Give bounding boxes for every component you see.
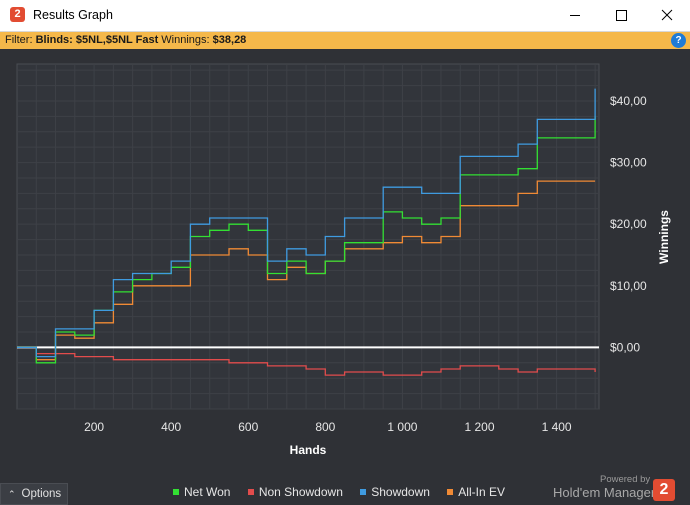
- options-button[interactable]: ⌃ Options: [0, 483, 68, 505]
- x-tick-label: 1 000: [387, 420, 417, 434]
- legend-label: Non Showdown: [258, 485, 343, 499]
- legend-item-all-in-ev[interactable]: All-In EV: [447, 485, 505, 499]
- legend-label: Net Won: [184, 485, 231, 499]
- x-tick-label: 600: [238, 420, 258, 434]
- y-axis-label: Winnings: [657, 210, 671, 264]
- powered-by-text: Powered by: [600, 474, 651, 485]
- x-tick-label: 1 400: [542, 420, 572, 434]
- filter-winnings-value: $38,28: [212, 34, 247, 46]
- legend-swatch: [360, 488, 367, 495]
- series-line-all-in-ev: [17, 180, 596, 361]
- series-line-showdown: [17, 88, 596, 358]
- minimize-icon: [570, 15, 580, 16]
- y-tick-label: $40,00: [610, 94, 647, 108]
- filter-bar: Filter: Blinds: $5NL,$5NL Fast Winnings:…: [0, 32, 690, 49]
- maximize-button[interactable]: [598, 0, 644, 31]
- x-axis-label: Hands: [290, 443, 327, 457]
- help-icon[interactable]: ?: [671, 33, 686, 48]
- app-logo-icon: 2: [10, 7, 25, 22]
- options-label: Options: [21, 488, 62, 500]
- filter-prefix: Filter:: [5, 34, 33, 46]
- chart-legend: Net Won Non Showdown Showdown All-In EV: [173, 485, 519, 501]
- filter-blinds-value: $5NL,$5NL Fast: [75, 34, 159, 46]
- filter-winnings-label: Winnings:: [161, 34, 210, 46]
- series-line-non-showdown: [17, 346, 596, 376]
- y-tick-label: $30,00: [610, 156, 647, 170]
- title-bar: 2 Results Graph: [0, 0, 690, 32]
- legend-swatch: [447, 488, 454, 495]
- plot-area: [16, 63, 600, 410]
- x-tick-label: 400: [161, 420, 181, 434]
- brand-logo-icon: 2: [653, 479, 675, 501]
- x-tick-label: 200: [84, 420, 104, 434]
- y-tick-label: $20,00: [610, 217, 647, 231]
- legend-item-showdown[interactable]: Showdown: [360, 485, 430, 499]
- legend-item-non-showdown[interactable]: Non Showdown: [247, 485, 343, 499]
- close-icon: [661, 9, 673, 21]
- filter-text: Filter: Blinds: $5NL,$5NL Fast Winnings:…: [5, 32, 246, 49]
- brand-name: Hold'em Manager: [553, 485, 656, 500]
- results-chart: 200 400 600 800 1 000 1 200 1 400 $0,00 $10,00 $…: [16, 63, 671, 457]
- window-title: Results Graph: [33, 8, 113, 22]
- legend-item-net-won[interactable]: Net Won: [173, 485, 230, 499]
- results-graph: 200 400 600 800 1 000 1 200 1 400 $0,00 $10,00 $…: [0, 50, 690, 480]
- legend-label: All-In EV: [458, 485, 505, 499]
- minimize-button[interactable]: [552, 0, 598, 31]
- x-tick-label: 1 200: [465, 420, 495, 434]
- close-button[interactable]: [644, 0, 690, 31]
- maximize-icon: [616, 10, 627, 21]
- x-tick-label: 800: [315, 420, 335, 434]
- y-tick-label: $10,00: [610, 279, 647, 293]
- chevron-up-icon: ⌃: [8, 489, 16, 499]
- legend-swatch: [173, 488, 179, 495]
- bottom-bar: [0, 480, 690, 505]
- filter-blinds-label: Blinds:: [35, 34, 73, 46]
- y-tick-label: $0,00: [610, 340, 640, 354]
- legend-label: Showdown: [371, 485, 430, 499]
- legend-swatch: [247, 488, 254, 495]
